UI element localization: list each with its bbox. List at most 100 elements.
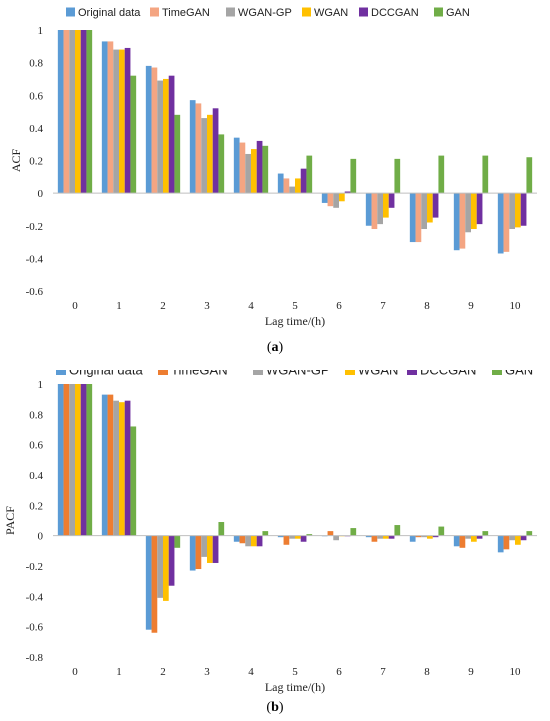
bar-wgan-gp-lag-9	[465, 193, 471, 233]
legend-swatch-5	[492, 370, 502, 375]
y-tick-label: 0	[38, 188, 44, 200]
x-tick-label: 4	[248, 666, 254, 678]
bar-gan-lag-9	[482, 155, 489, 194]
bar-wgan-lag-5	[295, 178, 301, 194]
legend-label-1: TimeGAN	[171, 370, 228, 378]
bar-dccgan-lag-3	[212, 108, 219, 194]
bar-timegan-lag-4	[239, 142, 246, 194]
y-tick-label: -0.8	[26, 652, 44, 664]
bar-original-data-lag-8	[409, 193, 416, 243]
bar-original-data-lag-5	[277, 535, 284, 538]
x-tick-label: 1	[116, 300, 122, 312]
bar-wgan-lag-0	[75, 30, 81, 194]
y-tick-label: 0.4	[29, 470, 43, 482]
bar-wgan-lag-8	[427, 535, 433, 539]
bar-timegan-lag-9	[459, 193, 466, 249]
bar-wgan-lag-10	[515, 535, 521, 545]
bar-wgan-gp-lag-2	[157, 535, 163, 598]
bar-original-data-lag-1	[101, 41, 108, 194]
bar-original-data-lag-2	[145, 535, 152, 630]
bar-timegan-lag-10	[503, 535, 510, 550]
bar-original-data-lag-0	[57, 384, 64, 536]
bar-dccgan-lag-4	[256, 535, 263, 547]
bar-wgan-gp-lag-6	[333, 193, 339, 208]
y-tick-label: 0.6	[29, 90, 43, 102]
bar-gan-lag-8	[438, 155, 445, 194]
bar-wgan-gp-lag-7	[377, 193, 383, 225]
bar-timegan-lag-8	[415, 535, 422, 538]
bar-wgan-gp-lag-5	[289, 186, 295, 194]
bar-wgan-gp-lag-9	[465, 535, 471, 539]
legend: Original data TimeGAN WGAN-GP WGAN DCCGAN GAN	[56, 370, 533, 378]
bar-wgan-lag-7	[383, 535, 389, 539]
bar-timegan-lag-3	[195, 535, 202, 570]
bar-wgan-lag-6	[339, 193, 345, 202]
y-tick-label: 0.2	[29, 156, 43, 168]
bar-dccgan-lag-3	[212, 535, 219, 563]
y-tick-label: -0.4	[26, 591, 44, 603]
legend-label-4: DCCGAN	[371, 7, 419, 19]
x-tick-label: 1	[116, 666, 122, 678]
bar-original-data-lag-10	[497, 535, 504, 553]
bar-gan-lag-4	[262, 531, 269, 536]
bar-timegan-lag-5	[283, 178, 290, 194]
x-tick-label: 10	[510, 666, 522, 678]
bar-gan-lag-1	[130, 426, 137, 536]
bar-wgan-gp-lag-8	[421, 193, 427, 230]
y-tick-label: 1	[38, 25, 44, 37]
bar-original-data-lag-9	[453, 535, 460, 547]
bar-gan-lag-3	[218, 134, 225, 194]
bar-wgan-lag-5	[295, 535, 301, 539]
y-tick-label: 0	[38, 531, 44, 543]
bar-dccgan-lag-8	[432, 535, 439, 538]
bar-timegan-lag-9	[459, 535, 466, 548]
acf-chart-panel: Original data TimeGAN WGAN-GP WGAN DCCGAN GAN…	[0, 0, 550, 336]
bar-dccgan-lag-5	[300, 535, 307, 542]
bar-timegan-lag-4	[239, 535, 246, 544]
bar-gan-lag-6	[350, 528, 357, 536]
bar-wgan-gp-lag-10	[509, 193, 515, 230]
bar-gan-lag-4	[262, 145, 269, 194]
bar-gan-lag-10	[526, 531, 533, 536]
bar-dccgan-lag-7	[388, 193, 395, 208]
caption-b: (b)	[266, 700, 284, 715]
bar-timegan-lag-7	[371, 193, 378, 230]
bar-dccgan-lag-0	[80, 384, 87, 536]
legend-swatch-3	[345, 370, 355, 375]
y-tick-label: -0.2	[26, 561, 43, 573]
bar-original-data-lag-4	[233, 137, 240, 194]
bar-original-data-lag-8	[409, 535, 416, 542]
bar-wgan-gp-lag-7	[377, 535, 383, 539]
bar-wgan-gp-lag-0	[69, 30, 75, 194]
bar-original-data-lag-10	[497, 193, 504, 254]
x-tick-label: 9	[468, 666, 474, 678]
bar-wgan-gp-lag-2	[157, 80, 163, 194]
caption-a: (a)	[266, 340, 284, 355]
bar-gan-lag-8	[438, 526, 445, 536]
y-tick-label: 0.2	[29, 500, 43, 512]
bar-original-data-lag-2	[145, 65, 152, 194]
legend-label-0: Original data	[78, 7, 141, 19]
legend-label-0: Original data	[69, 370, 143, 378]
bar-dccgan-lag-0	[80, 30, 87, 194]
acf-chart: Original data TimeGAN WGAN-GP WGAN DCCGAN GAN…	[9, 7, 537, 328]
bar-wgan-gp-lag-6	[333, 535, 339, 541]
bar-wgan-lag-3	[207, 114, 213, 194]
x-axis-label: Lag time/(h)	[265, 314, 325, 328]
bar-original-data-lag-6	[321, 193, 328, 203]
bar-dccgan-lag-7	[388, 535, 395, 539]
bar-original-data-lag-7	[365, 193, 372, 226]
legend-label-5: GAN	[446, 7, 470, 19]
bar-gan-lag-6	[350, 158, 357, 194]
bar-timegan-lag-1	[107, 394, 114, 536]
y-tick-label: -0.6	[26, 622, 44, 634]
x-axis-label: Lag time/(h)	[265, 680, 325, 694]
legend-swatch-0	[66, 7, 75, 17]
legend-swatch-0	[56, 370, 66, 375]
bar-gan-lag-1	[130, 75, 137, 194]
bar-timegan-lag-0	[63, 384, 70, 536]
legend-label-1: TimeGAN	[162, 7, 210, 19]
legend-label-5: GAN	[505, 370, 533, 378]
legend-label-3: WGAN	[314, 7, 348, 19]
x-tick-label: 6	[336, 666, 342, 678]
